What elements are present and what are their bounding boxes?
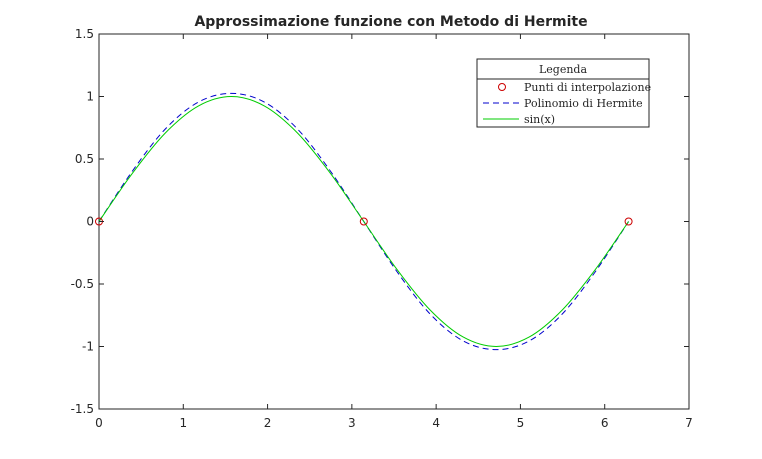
y-tick-label: 1.5 (75, 27, 94, 41)
x-tick-label: 5 (517, 416, 525, 430)
data-point-marker (624, 217, 633, 226)
x-tick-label: 1 (179, 416, 187, 430)
data-point-marker (359, 217, 368, 226)
x-tick-label: 0 (95, 416, 103, 430)
legend-box (476, 58, 650, 128)
legend-entries: Punti di interpolazione Polinomio di Herm… (483, 81, 651, 126)
legend-marker-points (498, 83, 506, 91)
legend-title: Legenda (539, 63, 587, 76)
x-tick-label: 3 (348, 416, 356, 430)
y-tick-label: -1.5 (71, 402, 94, 416)
x-tick-label: 2 (264, 416, 272, 430)
ticks-layer: 0 1 2 3 4 5 6 7 -1.5 -1 -0.5 0 0.5 1 1.5 (71, 27, 693, 430)
y-tick-label: 1 (86, 90, 94, 104)
y-tick-label: -0.5 (71, 277, 94, 291)
y-tick-label: -1 (82, 340, 94, 354)
legend-entry-label: Punti di interpolazione (524, 81, 651, 94)
x-tick-label: 7 (685, 416, 693, 430)
sin-line (98, 95, 629, 348)
y-tick-label: 0 (86, 215, 94, 229)
legend: Legenda Punti di interpolazione Polinomio… (476, 58, 651, 128)
legend-entry-label: Polinomio di Hermite (524, 97, 643, 110)
chart-title: Approssimazione funzione con Metodo di H… (194, 14, 587, 30)
series-layer (95, 92, 633, 351)
legend-entry-label: sin(x) (524, 113, 555, 126)
y-tick-label: 0.5 (75, 152, 94, 166)
x-tick-label: 6 (601, 416, 609, 430)
x-tick-label: 4 (432, 416, 440, 430)
